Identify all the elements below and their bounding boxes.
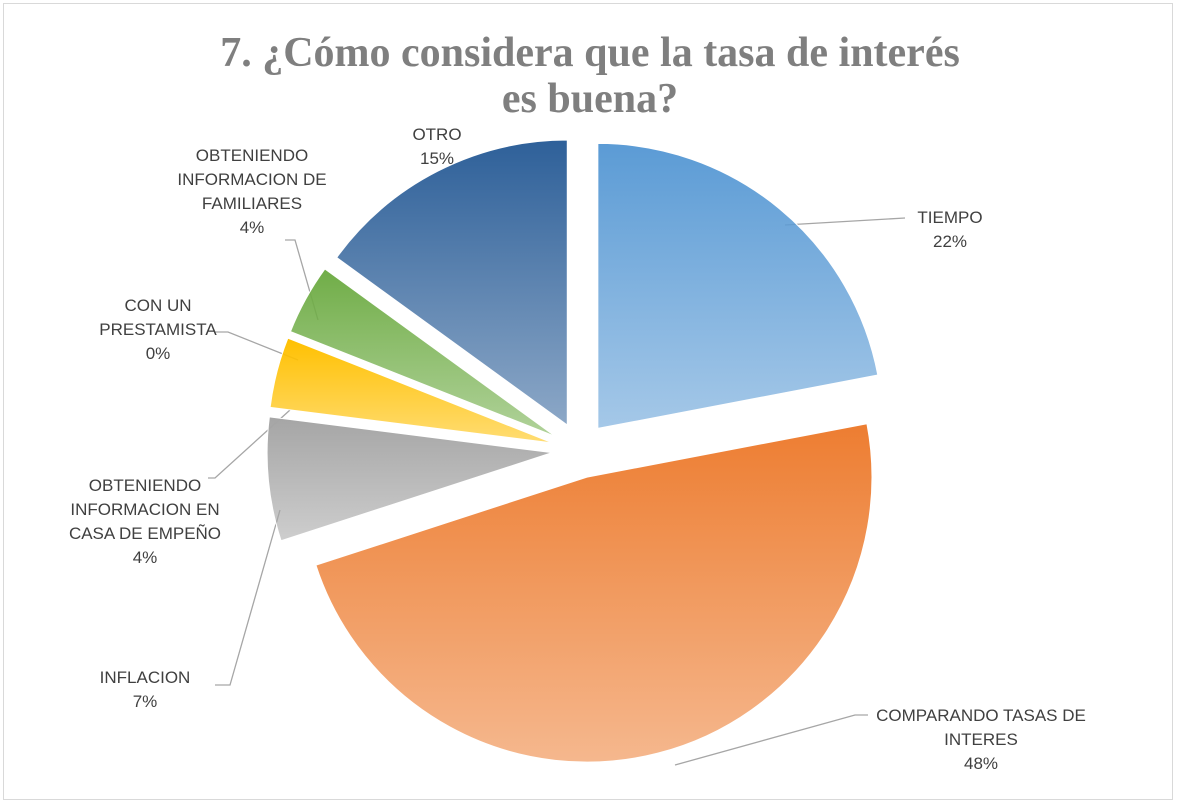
pie-slice [315,423,873,763]
data-label: CON UN PRESTAMISTA 0% [93,294,223,366]
pie-slice [336,139,568,427]
data-label: OBTENIENDO INFORMACION DE FAMILIARES 4% [162,144,342,240]
data-label: OBTENIENDO INFORMACION EN CASA DE EMPEÑO… [55,474,235,570]
chart-border [3,3,1173,800]
category-label: OTRO [412,125,462,144]
category-label: CON UN PRESTAMISTA [99,296,217,339]
leader-line [215,331,299,361]
leader-line [208,409,291,479]
leader-line [674,714,868,766]
value-label: 22% [932,232,968,251]
leader-line [215,509,281,686]
category-label: OBTENIENDO INFORMACION EN CASA DE EMPEÑO [68,476,222,543]
data-label: INFLACION 7% [75,666,215,714]
value-label: 0% [145,344,171,363]
category-label: OBTENIENDO INFORMACION DE FAMILIARES [177,146,327,213]
category-label: TIEMPO [917,208,983,227]
value-label: 15% [419,149,455,168]
pie-slice [288,334,555,441]
value-label: 4% [239,218,265,237]
pie-slice [266,416,553,542]
category-label: COMPARANDO TASAS DE INTERES [876,706,1086,749]
value-label: 4% [132,548,158,567]
data-label: TIEMPO 22% [890,206,1010,254]
pie-slice [597,142,879,430]
pie-slice [269,337,554,444]
leader-line [784,217,906,226]
chart-title: 7. ¿Cómo considera que la tasa de interé… [220,30,960,122]
data-label: OTRO 15% [397,123,477,171]
value-label: 7% [132,692,158,711]
value-label: 48% [963,754,999,773]
category-label: INFLACION [99,668,191,687]
pie-slice [289,268,556,437]
data-label: COMPARANDO TASAS DE INTERES 48% [861,704,1101,776]
